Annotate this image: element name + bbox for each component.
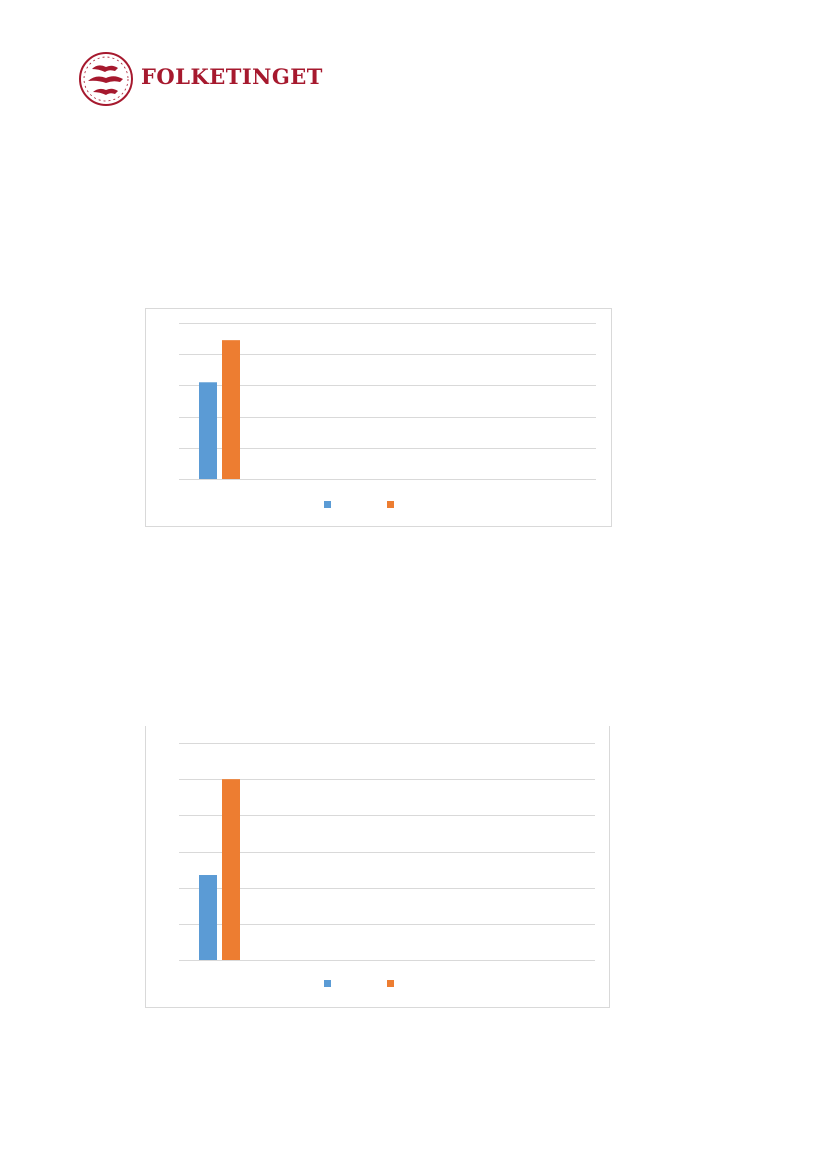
legend-marker-series-1 bbox=[324, 980, 331, 987]
bar-chart-2-svg bbox=[145, 726, 610, 1008]
bar-series-1 bbox=[199, 382, 217, 479]
bar-chart-1 bbox=[145, 308, 612, 527]
bar-series-1 bbox=[199, 875, 217, 960]
bar-chart-2 bbox=[145, 726, 610, 1008]
chart-border bbox=[145, 726, 610, 1008]
folketinget-logo: FOLKETINGET bbox=[78, 50, 328, 108]
logo-text: FOLKETINGET bbox=[141, 64, 323, 89]
legend-marker-series-2 bbox=[387, 501, 394, 508]
legend-marker-series-2 bbox=[387, 980, 394, 987]
coat-of-arms-icon bbox=[79, 52, 133, 106]
chart-border bbox=[145, 308, 612, 527]
bar-series-2 bbox=[222, 340, 240, 479]
bar-series-2 bbox=[222, 779, 240, 960]
legend-marker-series-1 bbox=[324, 501, 331, 508]
bar-chart-1-svg bbox=[145, 308, 612, 527]
